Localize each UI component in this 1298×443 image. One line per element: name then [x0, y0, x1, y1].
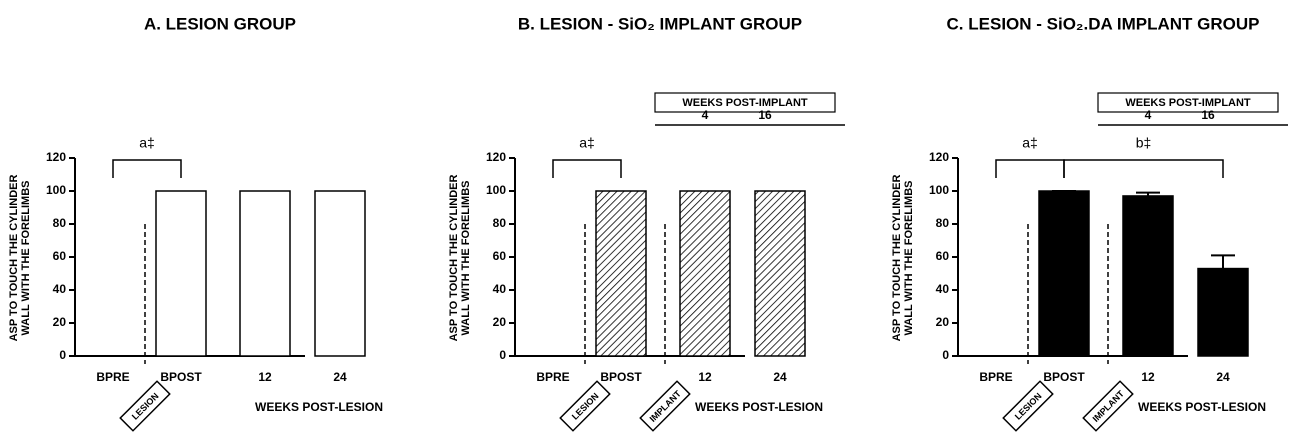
y-axis-label: WALL WITH THE FORELIMBS [20, 180, 32, 335]
x-tick-label: BPOST [160, 370, 202, 384]
annotation: a‡ [139, 135, 155, 151]
y-tick-label: 40 [493, 282, 507, 296]
event-box [1002, 380, 1054, 432]
inset-label: 16 [758, 108, 772, 122]
event-box [559, 380, 611, 432]
x-axis-label: WEEKS POST-LESION [1138, 400, 1266, 414]
y-tick-label: 100 [46, 183, 66, 197]
inset-label: 16 [1201, 108, 1215, 122]
bracket [552, 159, 622, 178]
y-tick-label: 60 [493, 249, 507, 263]
inset-title: WEEKS POST-IMPLANT [682, 97, 808, 109]
y-tick-label: 20 [53, 315, 67, 329]
panel: B. LESION - SiO₂ IMPLANT GROUP ASP TO TOU… [448, 14, 845, 432]
y-tick-label: 0 [499, 348, 506, 362]
bar [595, 190, 647, 357]
x-tick-label: BPRE [96, 370, 129, 384]
y-tick-label: 80 [936, 216, 950, 230]
bar [239, 190, 291, 357]
y-tick-label: 20 [936, 315, 950, 329]
x-tick-label: 24 [1216, 370, 1230, 384]
event-marker: LESION [119, 380, 171, 432]
annotation: b‡ [1136, 135, 1152, 151]
y-tick-label: 120 [486, 150, 506, 164]
y-axis-label: ASP TO TOUCH THE CYLINDER [448, 175, 460, 342]
y-tick-label: 120 [46, 150, 66, 164]
event-marker: LESION [1002, 380, 1054, 432]
x-tick-label: 12 [698, 370, 712, 384]
chart-title: A. LESION GROUP [144, 14, 296, 33]
y-axis-label: ASP TO TOUCH THE CYLINDER [8, 175, 20, 342]
bar [754, 190, 806, 357]
bar [679, 190, 731, 357]
y-tick-label: 80 [493, 216, 507, 230]
y-tick-label: 100 [929, 183, 949, 197]
y-tick-label: 20 [493, 315, 507, 329]
y-tick-label: 40 [936, 282, 950, 296]
inset-label: 4 [702, 108, 709, 122]
y-axis-label: WALL WITH THE FORELIMBS [903, 180, 915, 335]
event-marker: LESION [559, 380, 611, 432]
event-marker: IMPLANT [639, 380, 691, 432]
x-tick-label: BPOST [1043, 370, 1085, 384]
x-tick-label: BPRE [979, 370, 1012, 384]
bar [1197, 267, 1249, 357]
bar [1038, 190, 1090, 357]
y-tick-label: 60 [53, 249, 67, 263]
event-box [639, 380, 691, 432]
event-marker: IMPLANT [1082, 380, 1134, 432]
bracket [1063, 159, 1224, 178]
x-axis-label: WEEKS POST-LESION [255, 400, 383, 414]
bar [314, 190, 366, 357]
y-axis-label: WALL WITH THE FORELIMBS [460, 180, 472, 335]
x-tick-label: 12 [258, 370, 272, 384]
annotation: a‡ [579, 135, 595, 151]
panel: C. LESION - SiO₂.DA IMPLANT GROUP ASP TO … [891, 14, 1288, 432]
inset-box [1097, 92, 1279, 113]
error-bar [1211, 254, 1235, 269]
y-tick-label: 100 [486, 183, 506, 197]
y-tick-label: 120 [929, 150, 949, 164]
y-tick-label: 0 [942, 348, 949, 362]
y-tick-label: 0 [59, 348, 66, 362]
inset-box [654, 92, 836, 113]
y-tick-label: 80 [53, 216, 67, 230]
bracket [995, 159, 1065, 178]
y-tick-label: 60 [936, 249, 950, 263]
x-tick-label: 24 [333, 370, 347, 384]
bracket [112, 159, 182, 178]
x-axis-label: WEEKS POST-LESION [695, 400, 823, 414]
chart-title: C. LESION - SiO₂.DA IMPLANT GROUP [947, 14, 1260, 33]
error-bar [1136, 191, 1160, 196]
chart-title: B. LESION - SiO₂ IMPLANT GROUP [518, 14, 802, 33]
y-axis-label: ASP TO TOUCH THE CYLINDER [891, 175, 903, 342]
x-tick-label: BPRE [536, 370, 569, 384]
panel: A. LESION GROUP ASP TO TOUCH THE CYLINDER… [8, 14, 383, 432]
y-tick-label: 40 [53, 282, 67, 296]
event-box [1082, 380, 1134, 432]
x-tick-label: 12 [1141, 370, 1155, 384]
inset-title: WEEKS POST-IMPLANT [1125, 97, 1251, 109]
x-tick-label: BPOST [600, 370, 642, 384]
event-box [119, 380, 171, 432]
inset-label: 4 [1145, 108, 1152, 122]
bar [155, 190, 207, 357]
bar [1122, 195, 1174, 357]
x-tick-label: 24 [773, 370, 787, 384]
annotation: a‡ [1022, 135, 1038, 151]
